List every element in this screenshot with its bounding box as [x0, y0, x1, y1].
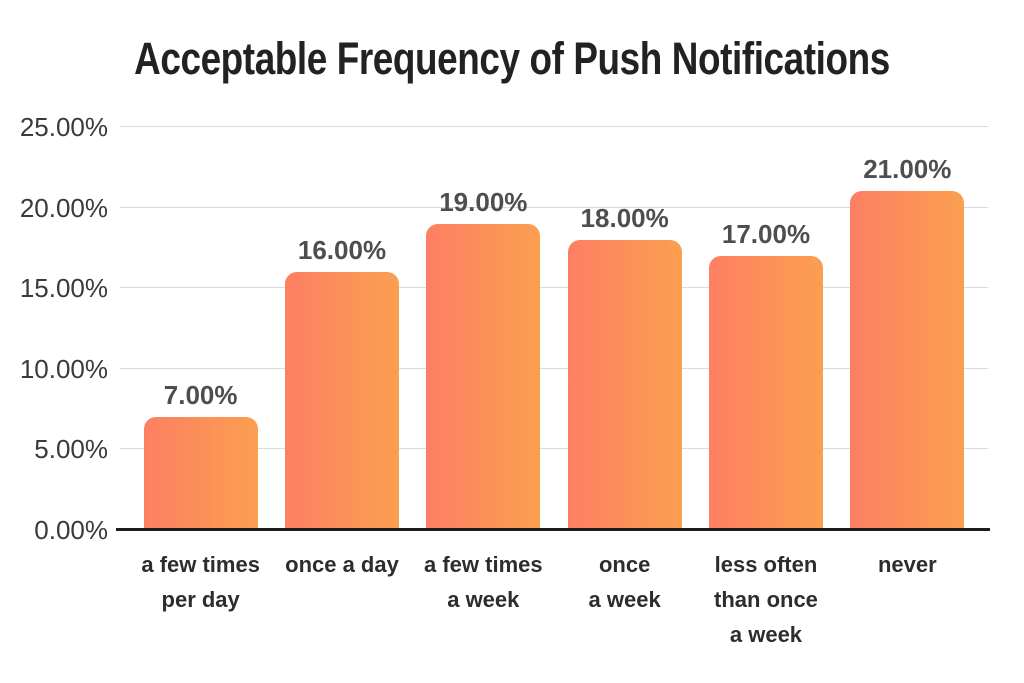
- bar-value-label: 18.00%: [580, 202, 669, 233]
- bar-value-label: 16.00%: [297, 235, 387, 266]
- bar: [284, 272, 399, 530]
- x-tick-label: less often than once a week: [714, 547, 818, 652]
- x-tick-label-line: never: [877, 552, 937, 577]
- bar-slot: 18.00% once a week: [554, 127, 695, 612]
- x-tick-label-line: than once: [714, 587, 818, 612]
- gridline: [120, 367, 988, 369]
- gridline: [120, 448, 988, 450]
- x-tick-label-line: a few times: [141, 552, 260, 577]
- bar-value-label: 21.00%: [863, 154, 952, 185]
- gridline: [120, 126, 988, 127]
- bar: [426, 223, 541, 530]
- x-tick-label: once a week: [589, 547, 661, 617]
- y-tick-label: 25.00%: [19, 112, 108, 142]
- x-tick-label: never: [878, 547, 937, 582]
- bar-slot: 16.00% once a day: [271, 127, 412, 577]
- bar-value-label: 19.00%: [439, 186, 528, 217]
- y-tick-label: 10.00%: [19, 353, 108, 384]
- bar-value-label: 7.00%: [163, 380, 238, 411]
- x-tick-label: a few times per day: [141, 547, 260, 617]
- x-tick-label-line: a week: [588, 587, 661, 612]
- bar: [850, 191, 965, 530]
- x-tick-label-line: once: [598, 552, 651, 577]
- bar: [708, 255, 823, 530]
- x-tick-label-line: a week: [447, 587, 520, 612]
- bar-slot: 7.00% a few times per day: [130, 127, 271, 612]
- bars-row: 7.00% a few times per day 16.00% once a day 1…: [130, 127, 978, 647]
- x-tick-label: a few times a week: [424, 547, 543, 617]
- bar-slot: 19.00% a few times a week: [413, 127, 554, 612]
- gridline: [120, 206, 988, 208]
- y-tick-label: 15.00%: [19, 273, 108, 304]
- bar-slot: 17.00% less often than once a week: [695, 127, 836, 647]
- x-axis-line: [116, 528, 990, 531]
- x-tick-label-line: less often: [714, 552, 818, 577]
- x-tick-label-line: a few times: [424, 552, 543, 577]
- gridline: [120, 287, 988, 289]
- plot-area: 7.00% a few times per day 16.00% once a day 1…: [20, 113, 990, 647]
- y-tick-label: 0.00%: [34, 515, 108, 545]
- x-tick-label-line: once a day: [285, 552, 399, 577]
- x-tick-label-line: a week: [729, 622, 803, 647]
- y-tick-label: 5.00%: [34, 434, 108, 465]
- chart-title: Acceptable Frequency of Push Notificatio…: [134, 33, 890, 84]
- bar-slot: 21.00% never: [837, 127, 978, 577]
- bar: [143, 417, 258, 530]
- x-tick-label-line: per day: [161, 587, 240, 612]
- bar: [567, 239, 682, 530]
- y-tick-label: 20.00%: [19, 192, 108, 223]
- bar-value-label: 17.00%: [721, 218, 811, 249]
- x-tick-label: once a day: [285, 547, 399, 582]
